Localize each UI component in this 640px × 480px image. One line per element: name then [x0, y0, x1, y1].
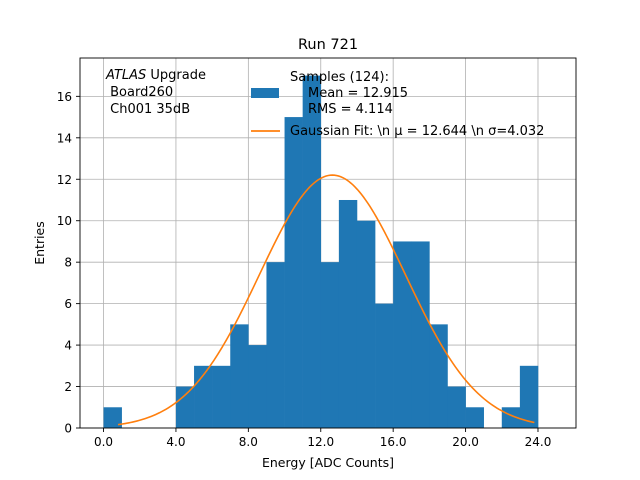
atlas-label: ATLAS [105, 68, 146, 83]
legend-rms-label: RMS = 4.114 [308, 102, 393, 117]
x-tick-label: 20.0 [452, 435, 479, 449]
x-tick-label: 8.0 [239, 435, 258, 449]
y-tick-label: 6 [64, 297, 72, 311]
histogram-bar [375, 303, 394, 428]
histogram-bar [103, 407, 122, 428]
histogram-bar [212, 365, 231, 428]
histogram-bar [429, 324, 448, 428]
histogram-bar [356, 220, 376, 428]
y-tick-label: 8 [64, 256, 72, 270]
y-tick-label: 16 [57, 90, 72, 104]
gaussian-fit-curve [117, 174, 535, 426]
histogram-bar [248, 345, 267, 428]
atlas-annotation: ATLAS Upgrade Board260 Ch001 35dB [105, 68, 206, 117]
legend-histogram-swatch [251, 88, 279, 98]
y-tick-label: 4 [64, 339, 72, 353]
y-tick-label: 12 [57, 173, 72, 187]
board-label: Board260 [106, 85, 173, 100]
histogram-bar [411, 241, 430, 428]
x-tick-label: 16.0 [380, 435, 407, 449]
histogram-bar [393, 241, 412, 428]
histogram-bar [465, 407, 484, 428]
atlas-annotation-line1: ATLAS Upgrade [105, 68, 206, 83]
y-axis-ticks: 0 2 4 6 8 10 12 14 16 [57, 90, 80, 436]
legend-fit-label: Gaussian Fit: \n μ = 12.644 \n σ=4.032 [290, 124, 544, 139]
histogram-bar [519, 365, 539, 428]
chart-title: Run 721 [298, 37, 358, 53]
y-axis-label: Entries [32, 221, 47, 265]
histogram-bar [302, 75, 322, 428]
histogram-bar [320, 262, 340, 428]
histogram-bar [338, 199, 358, 428]
y-tick-label: 14 [57, 131, 72, 145]
y-tick-label: 2 [64, 380, 72, 394]
histogram-bar [284, 117, 303, 429]
x-axis-label: Energy [ADC Counts] [262, 455, 394, 470]
legend-samples-label: Samples (124): [290, 70, 389, 85]
upgrade-label: Upgrade [146, 68, 206, 83]
histogram-bar [447, 386, 466, 428]
x-axis-ticks: 0.0 4.0 8.0 12.0 16.0 20.0 24.0 [94, 428, 551, 449]
y-tick-label: 0 [64, 422, 72, 436]
x-tick-label: 24.0 [525, 435, 552, 449]
plot-frame [79, 57, 577, 429]
histogram-bar [266, 262, 285, 428]
legend: Samples (124): Mean = 12.915 RMS = 4.114… [251, 70, 544, 139]
x-tick-label: 4.0 [166, 435, 185, 449]
y-tick-label: 10 [57, 214, 72, 228]
histogram-bar [230, 324, 249, 428]
legend-mean-label: Mean = 12.915 [308, 86, 408, 101]
x-tick-label: 12.0 [307, 435, 334, 449]
channel-label: Ch001 35dB [106, 102, 190, 117]
x-tick-label: 0.0 [94, 435, 113, 449]
histogram-bar [175, 386, 195, 428]
